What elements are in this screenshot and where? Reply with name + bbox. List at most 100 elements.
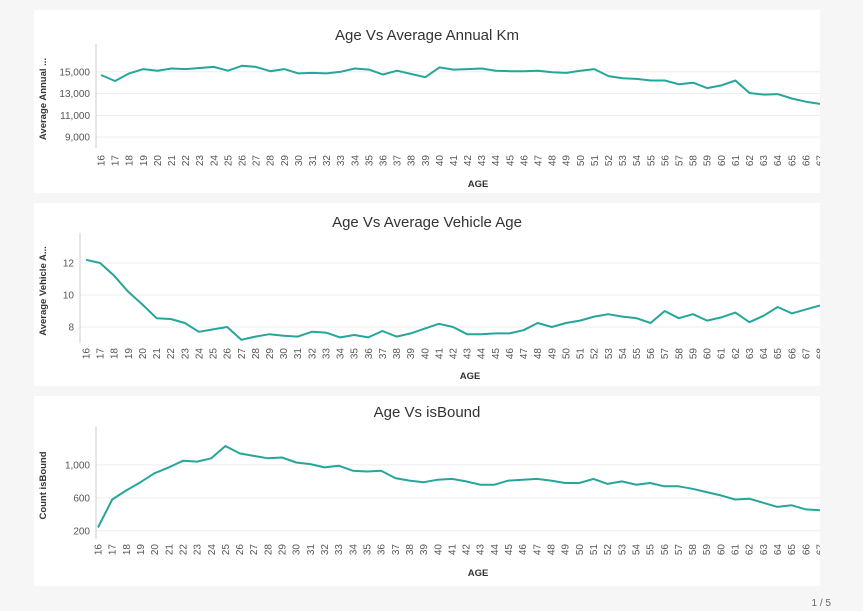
- x-tick-label: 49: [561, 544, 572, 556]
- x-tick-label: 29: [278, 544, 289, 556]
- y-tick-label: 15,000: [59, 67, 90, 78]
- y-axis-title: Average Annual ...: [38, 58, 49, 140]
- x-tick-label: 44: [490, 544, 501, 556]
- x-tick-label: 60: [703, 348, 714, 360]
- x-tick-label: 67: [816, 155, 821, 167]
- x-tick-label: 32: [320, 544, 331, 556]
- x-tick-label: 25: [209, 348, 220, 360]
- x-tick-label: 44: [491, 155, 502, 167]
- x-tick-label: 44: [477, 348, 488, 360]
- x-tick-label: 20: [153, 155, 164, 167]
- x-tick-label: 47: [534, 155, 545, 167]
- x-tick-label: 43: [463, 348, 474, 360]
- x-tick-label: 46: [505, 348, 516, 360]
- x-axis-title: AGE: [468, 568, 489, 579]
- x-tick-label: 48: [547, 544, 558, 556]
- y-tick-label: 10: [63, 291, 75, 302]
- x-tick-label: 36: [364, 348, 375, 360]
- x-tick-label: 63: [745, 348, 756, 360]
- x-tick-label: 37: [391, 544, 402, 556]
- x-tick-label: 45: [504, 544, 515, 556]
- x-tick-label: 62: [745, 155, 756, 167]
- x-tick-label: 50: [561, 348, 572, 360]
- chart-panel-isbound: Age Vs isBound 200 600 1,000 Count isBound 16…: [34, 396, 820, 586]
- x-tick-label: 39: [421, 155, 432, 167]
- y-tick-label: 11,000: [60, 111, 90, 122]
- x-tick-label: 38: [405, 544, 416, 556]
- x-tick-label: 31: [308, 155, 319, 167]
- x-tick-label: 31: [306, 544, 317, 556]
- x-tick-label: 60: [717, 155, 728, 167]
- x-tick-label: 41: [434, 348, 445, 360]
- y-tick-label: 8: [68, 323, 74, 334]
- x-tick-label: 52: [590, 348, 601, 360]
- x-tick-label: 30: [294, 155, 305, 167]
- x-tick-label: 66: [801, 155, 812, 167]
- x-tick-label: 66: [801, 544, 812, 556]
- x-tick-label: 24: [209, 155, 220, 167]
- x-tick-label: 58: [674, 348, 685, 360]
- x-tick-label: 45: [505, 155, 516, 167]
- x-tick-label: 26: [235, 544, 246, 556]
- x-tick-label: 65: [787, 155, 798, 167]
- x-tick-label: 24: [207, 544, 218, 556]
- x-tick-label: 34: [336, 348, 347, 360]
- x-tick-label: 23: [180, 348, 191, 360]
- chart-title: Age Vs isBound: [374, 404, 481, 421]
- x-tick-label: 49: [547, 348, 558, 360]
- x-tick-label: 39: [406, 348, 417, 360]
- x-tick-label: 35: [350, 348, 361, 360]
- x-tick-label: 40: [433, 544, 444, 556]
- x-tick-label: 51: [576, 348, 587, 360]
- x-tick-label: 43: [477, 155, 488, 167]
- x-tick-label: 61: [731, 544, 742, 556]
- x-tick-label: 24: [194, 348, 205, 360]
- x-axis-title: AGE: [460, 371, 481, 382]
- x-tick-label: 40: [435, 155, 446, 167]
- x-tick-label: 23: [195, 155, 206, 167]
- x-tick-label: 54: [632, 155, 643, 167]
- x-tick-label: 34: [348, 544, 359, 556]
- x-tick-label: 22: [181, 155, 192, 167]
- x-tick-label: 66: [787, 348, 798, 360]
- x-tick-label: 57: [675, 155, 686, 167]
- x-tick-label: 39: [419, 544, 430, 556]
- x-tick-label: 41: [449, 155, 460, 167]
- x-tick-label: 21: [167, 155, 178, 167]
- x-tick-label: 42: [449, 348, 460, 360]
- x-tick-label: 54: [631, 544, 642, 556]
- x-tick-label: 58: [689, 155, 700, 167]
- series-line: [85, 258, 820, 341]
- x-tick-label: 56: [646, 348, 657, 360]
- x-tick-label: 26: [223, 348, 234, 360]
- x-tick-label: 16: [94, 544, 105, 556]
- x-tick-label: 61: [717, 348, 728, 360]
- y-tick-label: 12: [63, 259, 75, 270]
- chart-vehicle-age: Age Vs Average Vehicle Age 8 10 12 Average V…: [38, 214, 820, 382]
- x-tick-label: 38: [392, 348, 403, 360]
- x-tick-label: 21: [152, 348, 163, 360]
- x-tick-label: 18: [122, 544, 133, 556]
- x-tick-label: 21: [164, 544, 175, 556]
- x-tick-label: 47: [519, 348, 530, 360]
- x-tick-label: 53: [617, 544, 628, 556]
- x-tick-label: 46: [518, 544, 529, 556]
- x-tick-label: 37: [393, 155, 404, 167]
- x-tick-label: 50: [576, 155, 587, 167]
- x-tick-label: 27: [252, 155, 263, 167]
- x-tick-label: 65: [787, 544, 798, 556]
- x-tick-label: 35: [362, 544, 373, 556]
- x-tick-label: 51: [590, 155, 601, 167]
- x-tick-label: 48: [548, 155, 559, 167]
- x-tick-label: 55: [646, 155, 657, 167]
- x-tick-label: 18: [110, 348, 121, 360]
- x-tick-label: 33: [334, 544, 345, 556]
- x-tick-label: 67: [801, 348, 812, 360]
- x-tick-label: 53: [618, 155, 629, 167]
- x-tick-label: 41: [447, 544, 458, 556]
- x-tick-label: 28: [251, 348, 262, 360]
- chart-panel-vehicle-age: Age Vs Average Vehicle Age 8 10 12 Average V…: [34, 203, 820, 386]
- x-tick-label: 59: [703, 155, 714, 167]
- x-tick-label: 45: [491, 348, 502, 360]
- x-tick-label: 25: [223, 155, 234, 167]
